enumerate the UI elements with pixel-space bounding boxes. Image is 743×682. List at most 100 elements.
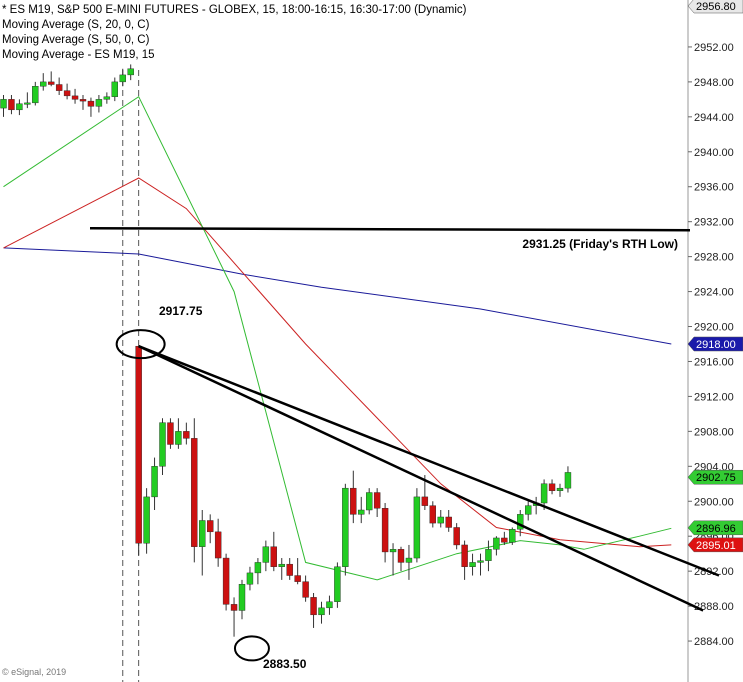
candle: [286, 558, 293, 580]
candle-body: [564, 472, 572, 489]
candle: [0, 94, 7, 117]
candle-body: [238, 584, 246, 611]
candle: [334, 562, 341, 608]
candle: [175, 418, 182, 449]
candle-body: [254, 562, 262, 574]
legend-ma50: Moving Average (S, 50, 0, C): [2, 34, 150, 46]
candle: [191, 418, 198, 563]
candle: [238, 579, 246, 620]
y-tick-label: 2900.00: [694, 496, 734, 508]
candle-body: [24, 102, 31, 105]
candle-body: [286, 563, 293, 576]
candle: [55, 77, 63, 95]
candle-body: [262, 546, 270, 563]
candle: [95, 94, 103, 113]
candle-body: [8, 99, 15, 111]
y-tick-label: 2928.00: [694, 252, 734, 264]
candle-body: [429, 505, 436, 524]
rth-low-line: [89, 226, 691, 232]
candle-body: [366, 492, 373, 511]
candle-body: [540, 483, 548, 504]
candle: [405, 544, 413, 580]
price-tag-bg: [687, 0, 743, 14]
candle: [199, 509, 206, 576]
candle-body: [63, 90, 71, 97]
candle: [183, 422, 190, 445]
candle: [111, 77, 119, 102]
candle-body: [485, 549, 492, 561]
y-tick-label: 2952.00: [694, 42, 734, 54]
candle: [302, 575, 309, 602]
candle: [119, 68, 126, 87]
candle-body: [358, 509, 365, 515]
candle: [63, 83, 71, 100]
candle: [48, 71, 55, 87]
candle: [206, 514, 214, 544]
candle: [8, 94, 15, 115]
price-tag-bg: [687, 520, 743, 536]
y-tick-label: 2944.00: [694, 112, 734, 124]
price-tag: 2895.01: [687, 537, 743, 553]
chart-title: * ES M19, S&P 500 E-MINI FUTURES - GLOBE…: [2, 4, 467, 16]
candle: [262, 540, 270, 572]
legend-ma-long: Moving Average - ES M19, 15: [2, 49, 155, 61]
candle-body: [373, 492, 381, 509]
candle: [477, 553, 484, 576]
candle-body: [79, 99, 87, 102]
price-tag-label: 2902.75: [696, 472, 736, 484]
candle: [127, 64, 134, 81]
candle: [103, 92, 111, 104]
candle-body: [350, 487, 357, 515]
candle-body: [501, 537, 508, 543]
candle-body: [55, 84, 63, 91]
price-tag-label: 2918.00: [696, 339, 736, 351]
candle-body: [191, 438, 198, 547]
candle-body: [381, 508, 389, 553]
candle: [461, 540, 468, 580]
candle: [437, 509, 444, 528]
candle-body: [556, 487, 564, 491]
candle-body: [334, 566, 341, 602]
candle-body: [71, 95, 79, 100]
y-tick-label: 2884.00: [694, 636, 734, 648]
price-tag-label: 2895.01: [696, 540, 736, 552]
candle-body: [477, 560, 484, 563]
candle: [246, 566, 254, 591]
candle-body: [151, 466, 158, 498]
price-tag: 2896.96: [687, 520, 743, 536]
candle: [525, 501, 532, 521]
candle: [445, 509, 452, 532]
candle: [222, 553, 230, 611]
candle: [350, 470, 357, 524]
candle-body: [16, 103, 23, 111]
candle: [373, 488, 381, 517]
copyright: © eSignal, 2019: [2, 667, 67, 677]
candle-body: [310, 597, 317, 616]
trendline: [138, 345, 720, 577]
candle-body: [103, 96, 111, 100]
y-tick-label: 2932.00: [694, 217, 734, 229]
candle-body: [548, 483, 556, 491]
candle: [453, 523, 460, 550]
candle: [24, 92, 31, 109]
candle: [540, 479, 548, 510]
candle: [151, 457, 158, 510]
candle-body: [48, 81, 55, 85]
candle-body: [453, 527, 460, 546]
candle: [230, 597, 238, 637]
candle: [16, 99, 23, 116]
candle: [556, 483, 564, 497]
candle: [143, 488, 150, 554]
y-tick-label: 2888.00: [694, 601, 734, 613]
candle-body: [206, 520, 214, 533]
candle-body: [0, 99, 7, 109]
candle-body: [175, 431, 182, 445]
candle-body: [517, 514, 524, 530]
candle: [135, 345, 142, 556]
ma20-line: [3, 95, 672, 581]
candle: [509, 527, 516, 545]
price-tag: 2918.00: [687, 336, 743, 352]
candle-body: [246, 572, 254, 585]
